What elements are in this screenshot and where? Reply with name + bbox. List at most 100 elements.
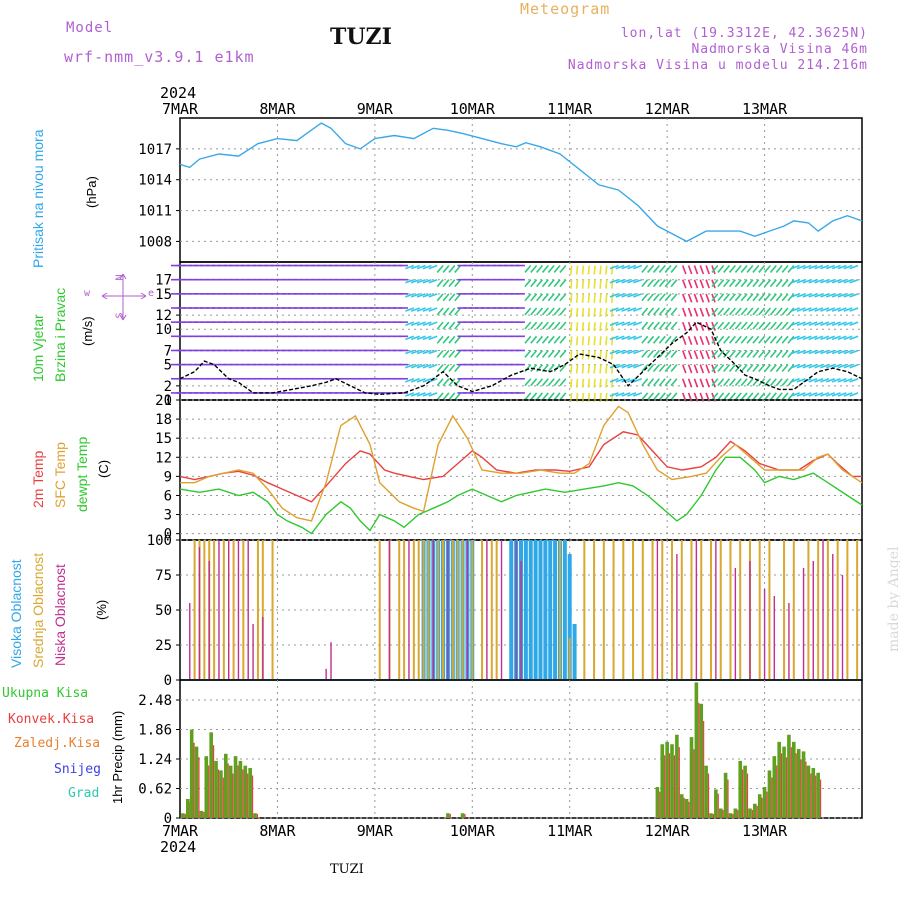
year-top: 2024 xyxy=(160,84,197,102)
precip-bar xyxy=(655,787,660,818)
wind-barb xyxy=(647,349,655,358)
wind-barb xyxy=(559,335,567,344)
wind-barb xyxy=(405,264,415,270)
cloud-bar xyxy=(500,540,503,680)
conv-precip-bar xyxy=(785,757,788,818)
wind-barb xyxy=(758,321,766,330)
legend-hail: Grad xyxy=(68,786,100,801)
wind-barb xyxy=(711,335,719,344)
wind-barb xyxy=(670,321,678,330)
wind-barb xyxy=(599,378,602,388)
wind-barb xyxy=(849,307,859,312)
cloud-bar xyxy=(437,540,440,680)
precip-bar xyxy=(772,756,777,818)
cloud-bar xyxy=(553,540,558,680)
wind-barb xyxy=(752,265,760,273)
wind-barb xyxy=(837,349,847,355)
wind-barb xyxy=(769,349,777,358)
cloud-bar xyxy=(749,561,751,680)
wind-barb xyxy=(808,293,818,298)
precip-bar xyxy=(665,741,669,818)
wind-barb xyxy=(825,264,835,270)
wind-barb xyxy=(436,378,444,387)
precip-bar xyxy=(238,760,243,818)
conv-precip-bar xyxy=(751,809,753,818)
wind-barb xyxy=(559,321,567,330)
wind-barb xyxy=(825,335,835,341)
wind-barb xyxy=(609,378,619,383)
wind-barb xyxy=(790,349,800,355)
wind-barb xyxy=(717,265,725,273)
wind-barb xyxy=(802,307,812,312)
wind-barb xyxy=(530,335,538,344)
wind-barb xyxy=(746,321,754,330)
cloud-bar xyxy=(256,540,259,680)
wind-barb xyxy=(658,321,666,330)
wind-barb xyxy=(647,307,655,316)
wind-barb xyxy=(764,335,772,344)
wind-barb xyxy=(808,307,818,312)
wind-barb xyxy=(587,322,590,332)
wind-barb xyxy=(422,349,432,355)
wind-barb xyxy=(627,392,637,397)
wind-barb xyxy=(621,363,631,369)
wind-barb xyxy=(559,293,567,302)
wind-barb xyxy=(416,321,426,326)
wind-barb xyxy=(442,265,450,273)
y-tick-label: 0 xyxy=(164,393,172,409)
wind-barb xyxy=(587,350,590,360)
wind-barb xyxy=(530,293,538,302)
wind-barb xyxy=(448,279,456,288)
wind-barb xyxy=(764,293,772,302)
wind-barb xyxy=(536,321,544,330)
cloud-bar xyxy=(451,540,454,680)
wind-barb xyxy=(575,364,579,374)
conv-precip-bar xyxy=(212,745,215,818)
cloud-bar xyxy=(612,540,615,680)
y-tick-label: 50 xyxy=(155,603,172,619)
wind-barb xyxy=(416,363,426,369)
wind-barb xyxy=(740,307,748,316)
cloud-bar xyxy=(768,540,771,680)
wind-barb xyxy=(593,322,596,332)
wind-barb xyxy=(787,307,795,316)
wind-barb xyxy=(633,321,643,326)
wind-barb xyxy=(530,349,538,358)
wind-barb xyxy=(541,335,549,344)
wind-barb xyxy=(814,264,824,270)
wind-barb xyxy=(781,279,789,288)
wind-barb xyxy=(808,349,818,355)
wind-barb xyxy=(609,321,619,326)
wind-barb xyxy=(670,364,678,373)
cloud-bar xyxy=(792,540,795,680)
precip-bar xyxy=(660,744,665,818)
wind-barb xyxy=(536,293,544,302)
conv-precip-bar xyxy=(678,747,680,818)
wind-barb xyxy=(723,364,731,373)
wind-barb xyxy=(627,264,637,270)
wind-barb xyxy=(843,392,853,397)
precip-bar xyxy=(718,808,723,818)
cloud-bar xyxy=(222,540,225,680)
wind-barb xyxy=(775,349,783,358)
wind-barb xyxy=(820,363,830,369)
wind-barb xyxy=(781,265,789,273)
wind-barb xyxy=(764,279,772,288)
wind-barb xyxy=(524,335,532,344)
precip-bar xyxy=(219,770,223,818)
wind-barb xyxy=(633,378,643,383)
wind-barb xyxy=(410,321,420,326)
date-label-bottom: 8MAR xyxy=(259,822,296,840)
precip-bar xyxy=(253,813,257,818)
wind-barb xyxy=(814,293,824,298)
cloud-bar xyxy=(520,561,522,680)
wind-barb xyxy=(541,279,549,288)
cloud-bar xyxy=(856,540,859,680)
wind-barb xyxy=(775,392,783,401)
cloud-bar xyxy=(729,540,732,680)
wind-barb xyxy=(699,378,705,388)
wind-barb xyxy=(454,307,462,316)
wind-barb xyxy=(524,279,532,288)
wind-barb xyxy=(796,307,806,312)
wind-barb xyxy=(802,335,812,341)
